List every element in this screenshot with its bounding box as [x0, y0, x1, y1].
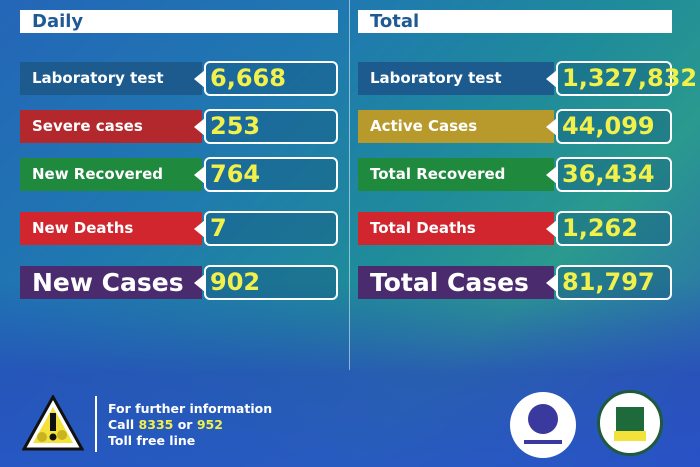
daily-row-new-recovered: New Recovered 764 [20, 157, 338, 192]
stat-value: 44,099 [546, 109, 672, 144]
daily-row-new-cases: New Cases 902 [20, 265, 338, 300]
stat-label: New Cases [20, 266, 202, 299]
stat-value: 7 [194, 211, 338, 246]
daily-header: Daily [20, 10, 338, 33]
daily-row-new-deaths: New Deaths 7 [20, 211, 338, 246]
stat-label: Laboratory test [20, 62, 202, 95]
daily-row-severe-cases: Severe cases 253 [20, 109, 338, 144]
ministry-of-health-logo [510, 392, 576, 458]
stat-value: 764 [194, 157, 338, 192]
total-row-total-recovered: Total Recovered 36,434 [358, 157, 672, 192]
total-header: Total [358, 10, 672, 33]
footer-separator [95, 396, 97, 452]
stat-label: Severe cases [20, 110, 202, 143]
stat-label: New Recovered [20, 158, 202, 191]
total-row-total-cases: Total Cases 81,797 [358, 265, 672, 300]
stat-value: 1,262 [546, 211, 672, 246]
hotline-number-1[interactable]: 8335 [138, 417, 174, 432]
stat-value: 36,434 [546, 157, 672, 192]
call-line: Call 8335 or 952 [108, 417, 272, 433]
total-row-laboratory-test: Laboratory test 1,327,832 [358, 61, 697, 96]
toll-free-text: Toll free line [108, 433, 196, 448]
stat-value: 81,797 [546, 265, 672, 300]
hotline-number-2[interactable]: 952 [196, 417, 223, 432]
daily-row-laboratory-test: Laboratory test 6,668 [20, 61, 338, 96]
stat-value: 6,668 [194, 61, 338, 96]
public-health-institute-logo [597, 390, 663, 456]
stat-value: 253 [194, 109, 338, 144]
call-text: Call [108, 417, 135, 432]
stat-label: Laboratory test [358, 62, 554, 95]
stat-label: Total Deaths [358, 212, 554, 245]
stat-label: Total Recovered [358, 158, 554, 191]
total-row-active-cases: Active Cases 44,099 [358, 109, 672, 144]
total-row-total-deaths: Total Deaths 1,262 [358, 211, 672, 246]
or-text: or [177, 417, 193, 432]
stat-value: 1,327,832 [546, 61, 697, 96]
stat-label: New Deaths [20, 212, 202, 245]
stat-label: Total Cases [358, 266, 554, 299]
warning-virus-icon [21, 393, 85, 451]
divider [349, 0, 350, 370]
stat-label: Active Cases [358, 110, 554, 143]
info-line: For further information [108, 401, 273, 416]
stat-value: 902 [194, 265, 338, 300]
contact-info: For further information Call 8335 or 952… [108, 401, 272, 449]
